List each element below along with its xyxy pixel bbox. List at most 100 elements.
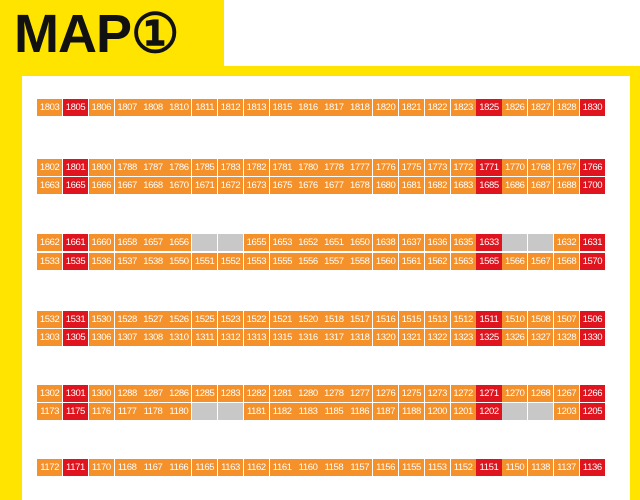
slot-cell[interactable]: 1785 (192, 159, 218, 176)
slot-cell[interactable]: 1507 (553, 311, 580, 328)
slot-cell[interactable]: 1520 (295, 311, 321, 328)
slot-cell[interactable]: 1650 (347, 234, 373, 251)
slot-cell[interactable]: 1562 (424, 253, 450, 270)
slot-cell[interactable]: 1566 (502, 253, 528, 270)
slot-cell[interactable]: 1317 (321, 329, 347, 346)
slot-cell[interactable]: 1775 (398, 159, 425, 176)
slot-cell[interactable]: 1277 (347, 385, 373, 402)
slot-cell-highlight[interactable]: 1271 (476, 385, 502, 402)
slot-cell-highlight[interactable]: 1631 (579, 234, 605, 251)
slot-cell-highlight[interactable]: 1825 (476, 99, 502, 116)
slot-cell[interactable]: 1533 (37, 253, 63, 270)
slot-cell[interactable]: 1820 (372, 99, 399, 116)
slot-cell-highlight[interactable]: 1202 (476, 403, 502, 420)
slot-cell-highlight[interactable]: 1175 (62, 403, 89, 420)
slot-cell[interactable]: 1813 (243, 99, 269, 116)
slot-cell-highlight[interactable]: 1801 (62, 159, 89, 176)
slot-cell[interactable]: 1268 (528, 385, 554, 402)
slot-cell[interactable]: 1815 (269, 99, 295, 116)
slot-cell[interactable]: 1536 (88, 253, 114, 270)
slot-cell[interactable]: 1558 (347, 253, 373, 270)
slot-cell[interactable]: 1281 (269, 385, 295, 402)
slot-cell[interactable]: 1186 (347, 403, 373, 420)
slot-cell[interactable]: 1203 (553, 403, 580, 420)
slot-cell[interactable]: 1552 (217, 253, 244, 270)
slot-cell-highlight[interactable]: 1766 (579, 159, 605, 176)
slot-cell[interactable]: 1158 (321, 459, 347, 476)
slot-cell[interactable]: 1526 (166, 311, 192, 328)
slot-cell[interactable]: 1168 (114, 459, 140, 476)
slot-cell[interactable]: 1306 (88, 329, 114, 346)
slot-cell[interactable]: 1678 (347, 177, 373, 194)
slot-cell[interactable]: 1800 (88, 159, 114, 176)
slot-cell[interactable]: 1181 (243, 403, 269, 420)
slot-cell[interactable]: 1773 (424, 159, 450, 176)
slot-cell[interactable]: 1178 (140, 403, 166, 420)
slot-cell[interactable]: 1772 (450, 159, 476, 176)
slot-cell[interactable]: 1802 (37, 159, 63, 176)
slot-cell[interactable]: 1635 (450, 234, 476, 251)
slot-cell[interactable]: 1322 (424, 329, 450, 346)
slot-cell[interactable]: 1287 (140, 385, 166, 402)
slot-cell[interactable]: 1517 (347, 311, 373, 328)
slot-cell[interactable]: 1328 (553, 329, 580, 346)
slot-cell-highlight[interactable]: 1661 (62, 234, 89, 251)
slot-cell-highlight[interactable]: 1506 (579, 311, 605, 328)
slot-cell-highlight[interactable]: 1136 (579, 459, 605, 476)
slot-cell[interactable]: 1515 (398, 311, 425, 328)
slot-cell[interactable]: 1651 (321, 234, 347, 251)
slot-cell[interactable]: 1528 (114, 311, 140, 328)
slot-cell[interactable]: 1280 (295, 385, 321, 402)
slot-cell-highlight[interactable]: 1805 (62, 99, 89, 116)
slot-cell[interactable]: 1828 (553, 99, 580, 116)
slot-cell[interactable]: 1508 (528, 311, 554, 328)
slot-cell[interactable]: 1157 (347, 459, 373, 476)
slot-cell[interactable]: 1161 (269, 459, 295, 476)
slot-cell[interactable]: 1811 (192, 99, 218, 116)
slot-cell-highlight[interactable]: 1205 (579, 403, 605, 420)
slot-cell[interactable]: 1513 (424, 311, 450, 328)
slot-cell-highlight[interactable]: 1151 (476, 459, 502, 476)
slot-cell[interactable]: 1312 (217, 329, 244, 346)
slot-cell[interactable]: 1516 (372, 311, 399, 328)
slot-cell[interactable]: 1270 (502, 385, 528, 402)
slot-cell-highlight[interactable]: 1685 (476, 177, 502, 194)
slot-cell[interactable]: 1816 (295, 99, 321, 116)
slot-cell-highlight[interactable]: 1325 (476, 329, 502, 346)
slot-cell[interactable]: 1782 (243, 159, 269, 176)
slot-cell[interactable]: 1153 (424, 459, 450, 476)
slot-cell[interactable]: 1166 (166, 459, 192, 476)
slot-cell[interactable]: 1150 (502, 459, 528, 476)
slot-cell[interactable]: 1302 (37, 385, 63, 402)
slot-cell[interactable]: 1527 (140, 311, 166, 328)
slot-cell[interactable]: 1167 (140, 459, 166, 476)
slot-cell[interactable]: 1326 (502, 329, 528, 346)
slot-cell[interactable]: 1273 (424, 385, 450, 402)
slot-cell[interactable]: 1807 (114, 99, 140, 116)
slot-cell[interactable]: 1803 (37, 99, 63, 116)
slot-cell[interactable]: 1152 (450, 459, 476, 476)
slot-cell[interactable]: 1300 (88, 385, 114, 402)
slot-cell-highlight[interactable]: 1700 (579, 177, 605, 194)
slot-cell[interactable]: 1282 (243, 385, 269, 402)
slot-cell[interactable]: 1827 (528, 99, 554, 116)
slot-cell[interactable]: 1316 (295, 329, 321, 346)
slot-cell[interactable]: 1776 (372, 159, 399, 176)
slot-cell[interactable]: 1767 (553, 159, 580, 176)
slot-cell[interactable]: 1638 (372, 234, 399, 251)
slot-cell[interactable]: 1138 (528, 459, 554, 476)
slot-cell[interactable]: 1538 (140, 253, 166, 270)
slot-cell[interactable]: 1768 (528, 159, 554, 176)
slot-cell-highlight[interactable]: 1171 (62, 459, 89, 476)
slot-cell[interactable]: 1675 (269, 177, 295, 194)
slot-cell[interactable]: 1671 (192, 177, 218, 194)
slot-cell[interactable]: 1537 (114, 253, 140, 270)
slot-cell[interactable]: 1822 (424, 99, 450, 116)
slot-cell[interactable]: 1781 (269, 159, 295, 176)
slot-cell-highlight[interactable]: 1305 (62, 329, 89, 346)
slot-cell[interactable]: 1553 (243, 253, 269, 270)
slot-cell-highlight[interactable]: 1665 (62, 177, 89, 194)
slot-cell[interactable]: 1683 (450, 177, 476, 194)
slot-cell[interactable]: 1777 (347, 159, 373, 176)
slot-cell[interactable]: 1568 (553, 253, 580, 270)
